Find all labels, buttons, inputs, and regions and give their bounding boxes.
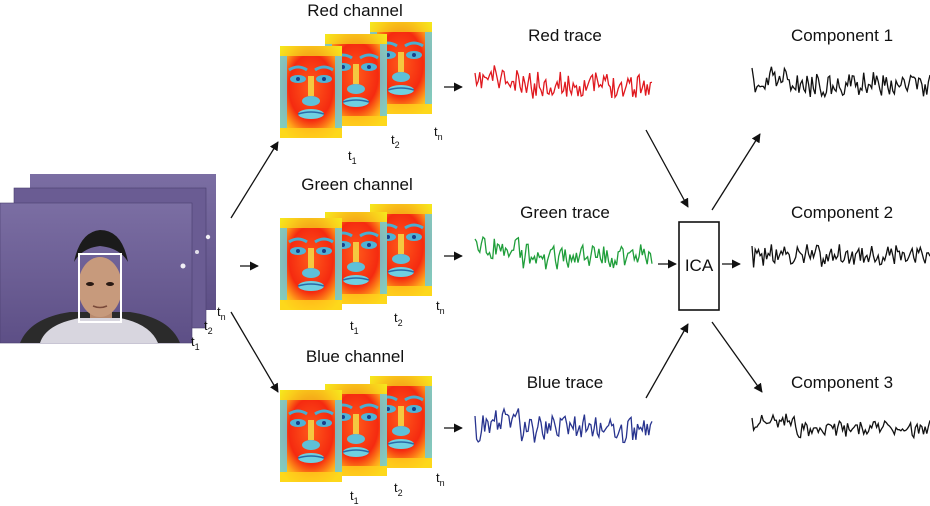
person-silhouette	[20, 230, 180, 343]
svg-text:tn: tn	[434, 124, 443, 142]
arrow-ica-to-component-3	[711, 321, 763, 393]
ica-block: ICA	[678, 221, 720, 311]
green-channel-label: Green channel	[301, 175, 413, 194]
svg-text:t2: t2	[204, 318, 213, 336]
green-channel-time-labels: t1 t2 tn	[350, 298, 445, 336]
red-trace-signal	[474, 65, 653, 99]
green-channel-stack	[280, 202, 432, 312]
svg-text:tn: tn	[436, 470, 445, 488]
arrow-to-blue-channel	[230, 311, 279, 393]
component-1-signal	[751, 66, 930, 99]
blue-channel-stack	[280, 374, 432, 484]
blue-channel-label: Blue channel	[306, 347, 404, 366]
component-1-label: Component 1	[791, 26, 893, 45]
svg-text:t1: t1	[350, 318, 359, 336]
ica-label: ICA	[685, 256, 714, 275]
blue-trace-signal	[474, 406, 653, 444]
arrow-blue-trace-to-ica	[645, 323, 689, 399]
face-roi-box	[78, 253, 122, 323]
svg-text:tn: tn	[436, 298, 445, 316]
red-trace-label: Red trace	[528, 26, 602, 45]
red-channel-stack	[280, 22, 432, 140]
svg-text:t2: t2	[394, 480, 403, 498]
svg-text:tn: tn	[217, 304, 226, 322]
video-frames	[0, 174, 216, 344]
component-2-label: Component 2	[791, 203, 893, 222]
green-trace-label: Green trace	[520, 203, 610, 222]
frame-time-labels: t1 t2 tn	[191, 304, 226, 352]
red-channel-time-labels: t1 t2 tn	[348, 124, 443, 166]
component-3-signal	[751, 413, 930, 440]
svg-text:t2: t2	[391, 132, 400, 150]
red-channel-label: Red channel	[307, 1, 402, 20]
arrow-red-trace-to-ica	[645, 129, 689, 208]
arrow-to-red-channel	[230, 141, 279, 219]
blue-channel-time-labels: t1 t2 tn	[350, 470, 445, 506]
svg-text:t1: t1	[191, 334, 200, 352]
blue-trace-label: Blue trace	[527, 373, 604, 392]
arrow-ica-to-component-1	[711, 133, 761, 211]
svg-text:t1: t1	[348, 148, 357, 166]
green-trace-signal	[474, 235, 653, 270]
component-3-label: Component 3	[791, 373, 893, 392]
svg-text:t2: t2	[394, 310, 403, 328]
component-2-signal	[751, 244, 930, 268]
svg-text:t1: t1	[350, 488, 359, 506]
